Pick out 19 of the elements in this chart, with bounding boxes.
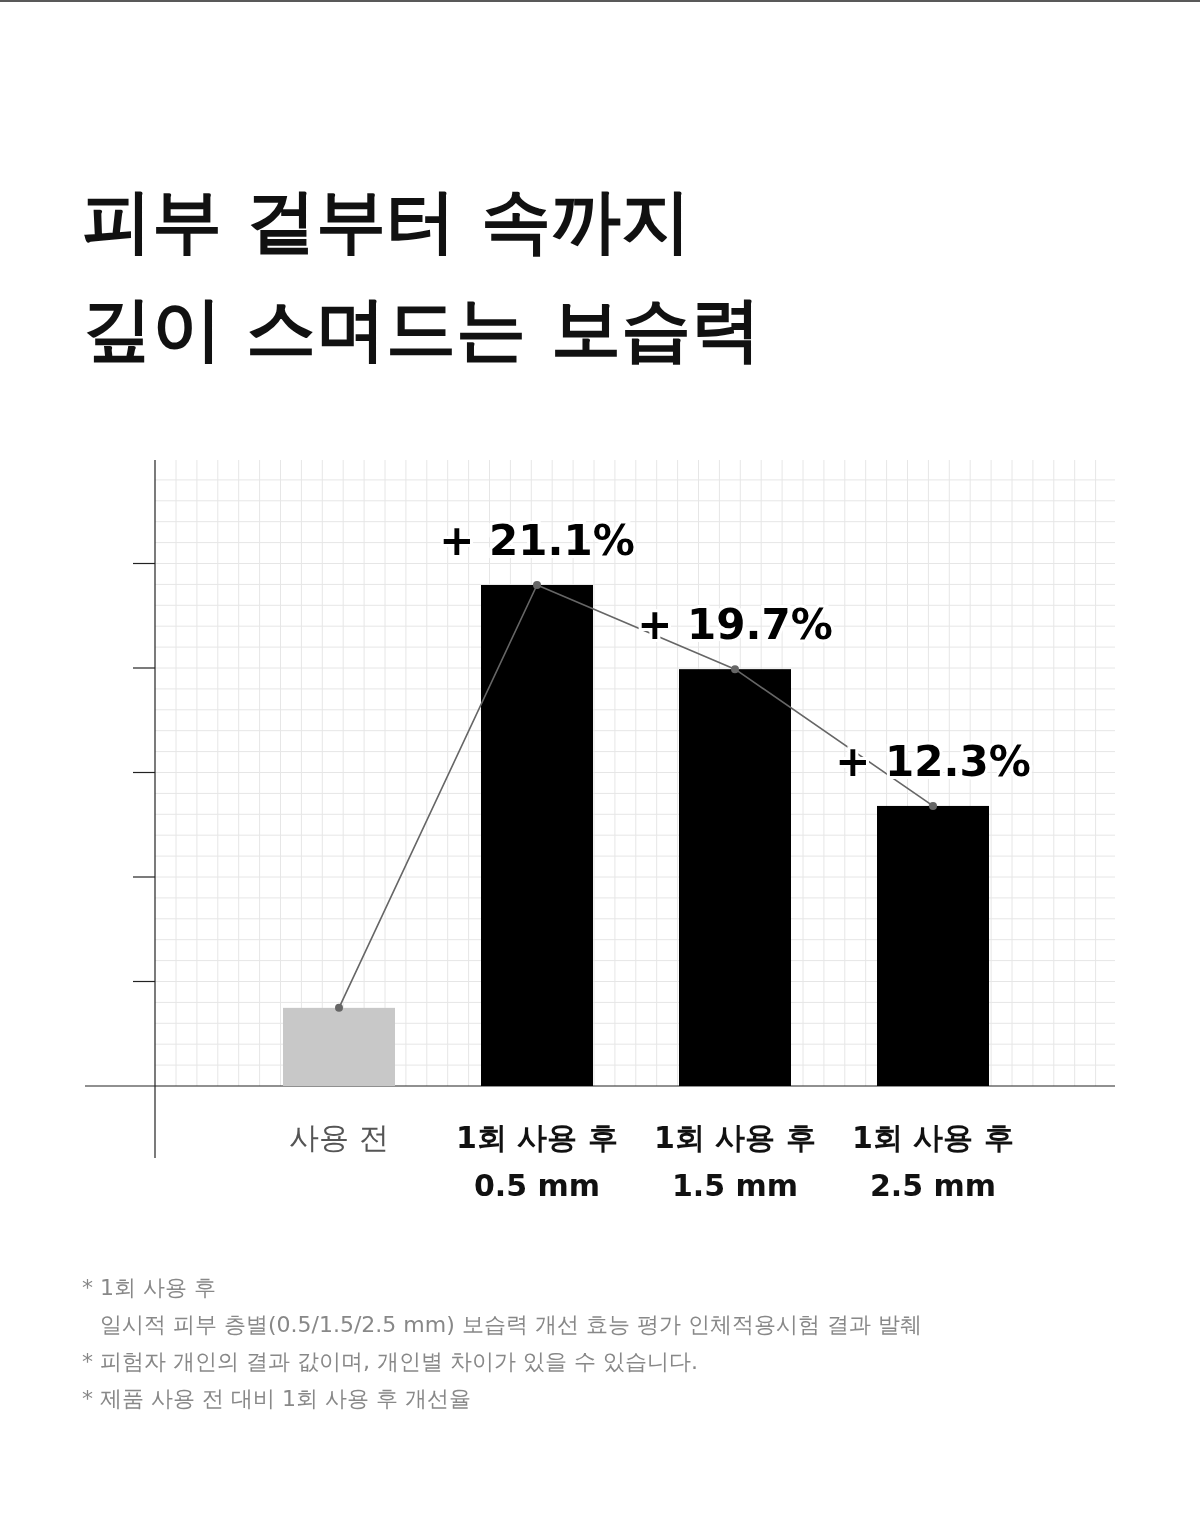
bar	[679, 669, 791, 1086]
annotation: + 19.7%	[637, 600, 833, 650]
point	[731, 665, 739, 674]
x-tick-label: 사용 전	[289, 1120, 389, 1155]
text: * 1회 사용 후 일시적 피부 층별(0.5/1.5/2.5 mm) 보습력 개선 효능 평가 인체적용시험 결과 발췌	[82, 1275, 922, 1337]
annotation: + 21.1%	[439, 516, 635, 565]
bar	[481, 585, 593, 1086]
chart-title: 피부 겉부터 속까지 깊이 스며드는 보습력	[82, 180, 761, 370]
x-tick-label: 1회 사용 후 1.5 mm	[654, 1120, 816, 1203]
x-tick-label: 1회 사용 후 0.5 mm	[456, 1120, 618, 1203]
bar	[283, 1007, 395, 1086]
point	[929, 801, 937, 810]
x-tick-label: 1회 사용 후 2.5 mm	[852, 1120, 1014, 1203]
point	[335, 1003, 343, 1012]
text: * 제품 사용 전 대비 1회 사용 후 개선율	[82, 1386, 471, 1411]
text: * 피험자 개인의 결과 값이며, 개인별 차이가 있을 수 있습니다.	[82, 1349, 698, 1374]
point	[533, 581, 541, 589]
annotation: + 12.3%	[835, 736, 1031, 786]
bar	[877, 805, 989, 1086]
